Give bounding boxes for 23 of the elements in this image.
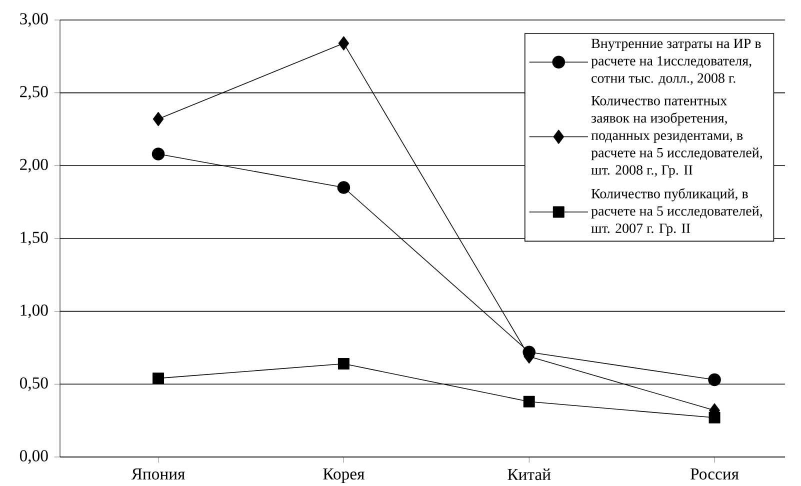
point <box>338 358 350 370</box>
legend-label: Количество публикаций, в расчете на 5 исследователей, шт. 2007 г. Гр. II <box>591 188 762 236</box>
point <box>708 412 720 424</box>
point <box>708 373 721 386</box>
y-tick-label: 2,00 <box>20 158 48 172</box>
y-tick-label: 1,00 <box>20 304 48 318</box>
legend-label: Внутренние затраты на ИР в расчете на 1исследователя, сотни тыс. долл., 2008 г. <box>591 38 761 86</box>
point <box>523 396 535 408</box>
y-tick-label: 3,00 <box>20 13 48 27</box>
point <box>152 148 165 160</box>
point <box>338 36 350 50</box>
point <box>152 372 164 384</box>
y-tick-label: 1,50 <box>20 232 48 246</box>
legend-label: Количество патентных заявок на изобретения, поданных резидентами, в расчете на 5 исследователей, шт. 2008 г., Гр. II <box>591 96 762 178</box>
point <box>337 181 350 194</box>
x-tick-label: Китай <box>508 468 551 480</box>
y-tick-label: 2,50 <box>20 86 48 100</box>
point <box>152 112 164 126</box>
x-tick-label: Корея <box>323 468 364 483</box>
x-tick-label: Россия <box>690 468 739 480</box>
x-tick-label: Япония <box>131 468 185 480</box>
y-tick-label: 0,00 <box>20 450 48 464</box>
y-tick-label: 0,50 <box>20 377 48 391</box>
